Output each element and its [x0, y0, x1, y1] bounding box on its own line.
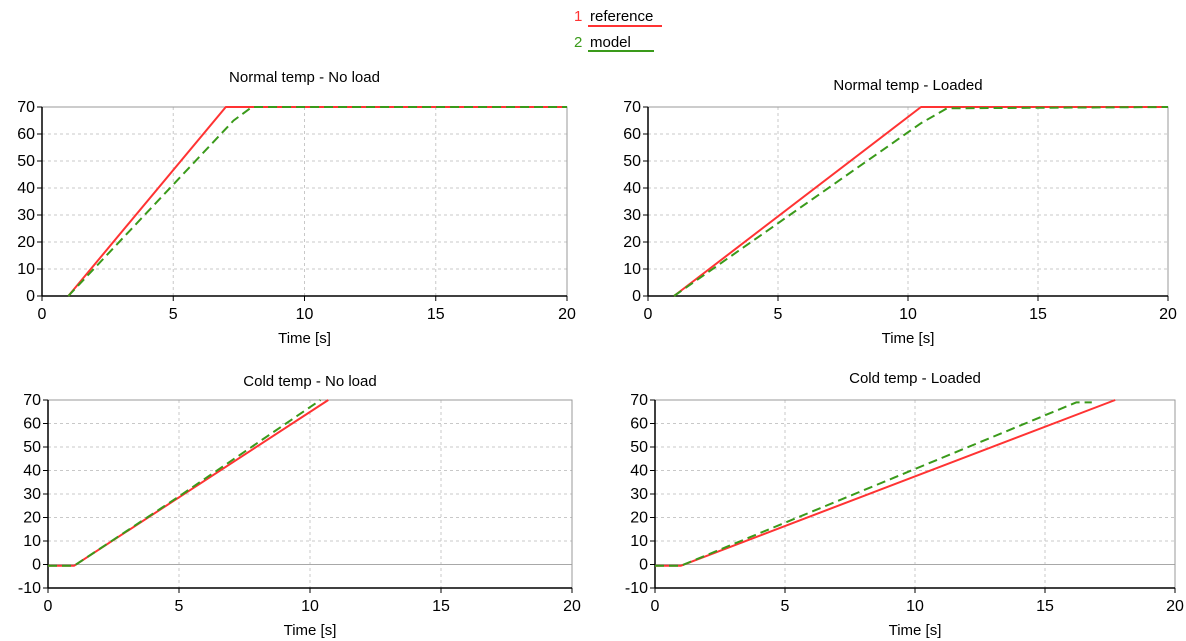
plot-area: [42, 107, 567, 296]
y-tick-label: 30: [623, 207, 641, 224]
x-tick-label: 15: [1029, 306, 1047, 323]
y-tick-label: 50: [623, 153, 641, 170]
y-tick-label: 0: [32, 557, 41, 574]
y-tick-label: 40: [23, 463, 41, 480]
x-tick-label: 5: [175, 598, 184, 615]
y-tick-label: 50: [23, 439, 41, 456]
x-tick-label: 5: [781, 598, 790, 615]
y-tick-label: 10: [23, 533, 41, 550]
y-tick-label: 10: [17, 261, 35, 278]
y-tick-label: 70: [17, 99, 35, 116]
y-tick-label: 10: [630, 533, 648, 550]
x-tick-label: 15: [1036, 598, 1054, 615]
x-tick-label: 10: [301, 598, 319, 615]
x-tick-label: 20: [563, 598, 581, 615]
y-tick-label: 60: [17, 126, 35, 143]
y-tick-label: 0: [632, 288, 641, 305]
legend-index: 1: [574, 8, 582, 25]
x-axis-label: Time [s]: [278, 330, 331, 347]
y-tick-label: -10: [18, 580, 41, 597]
y-tick-label: 30: [630, 486, 648, 503]
legend-item-reference: 1 reference: [574, 8, 662, 27]
y-tick-label: 70: [623, 99, 641, 116]
x-tick-label: 0: [44, 598, 53, 615]
chart-title: Normal temp - No load: [229, 69, 380, 86]
chart-title: Cold temp - Loaded: [849, 370, 981, 387]
x-tick-label: 20: [1159, 306, 1177, 323]
y-tick-label: 70: [23, 392, 41, 409]
x-tick-label: 5: [774, 306, 783, 323]
series-line-model: [673, 106, 1169, 297]
series-line-model: [48, 399, 322, 567]
legend-label: model: [590, 34, 631, 51]
x-axis-label: Time [s]: [882, 330, 935, 347]
x-tick-label: 15: [432, 598, 450, 615]
y-tick-label: 20: [630, 510, 648, 527]
chart-panel-2: 0 10 20 30 40 50 60 70 0 5 10 15 20 Normal temp - Loa…: [623, 77, 1177, 347]
y-tick-label: 40: [630, 463, 648, 480]
x-tick-label: 0: [644, 306, 653, 323]
x-tick-label: 20: [1166, 598, 1184, 615]
x-tick-label: 20: [558, 306, 576, 323]
y-tick-label: 60: [630, 416, 648, 433]
x-tick-label: 10: [906, 598, 924, 615]
y-tick-label: 30: [23, 486, 41, 503]
y-tick-label: -10: [625, 580, 648, 597]
y-tick-label: 50: [630, 439, 648, 456]
chart-title: Normal temp - Loaded: [833, 77, 982, 94]
x-axis-label: Time [s]: [284, 622, 337, 639]
x-tick-label: 15: [427, 306, 445, 323]
legend-index: 2: [574, 34, 582, 51]
y-tick-label: 0: [639, 557, 648, 574]
series-line-model: [67, 106, 567, 297]
x-axis-label: Time [s]: [889, 622, 942, 639]
y-tick-label: 40: [17, 180, 35, 197]
y-tick-label: 20: [23, 510, 41, 527]
x-tick-label: 0: [651, 598, 660, 615]
y-tick-label: 30: [17, 207, 35, 224]
legend-label: reference: [590, 8, 653, 25]
y-tick-label: 70: [630, 392, 648, 409]
chart-panel-1: 0 10 20 30 40 50 60 70 0 5 10 15 20 Normal temp - No …: [17, 69, 576, 347]
x-tick-label: 5: [169, 306, 178, 323]
y-tick-label: 20: [623, 234, 641, 251]
legend: 1 reference 2 model: [574, 8, 662, 52]
plot-area: [648, 107, 1168, 296]
legend-item-model: 2 model: [574, 34, 654, 52]
y-tick-label: 0: [26, 288, 35, 305]
chart-title: Cold temp - No load: [243, 373, 376, 390]
x-tick-label: 0: [38, 306, 47, 323]
y-tick-label: 40: [623, 180, 641, 197]
y-tick-label: 20: [17, 234, 35, 251]
y-tick-label: 10: [623, 261, 641, 278]
y-tick-label: 50: [17, 153, 35, 170]
x-tick-label: 10: [296, 306, 314, 323]
y-tick-label: 60: [623, 126, 641, 143]
series-line-model: [655, 401, 1092, 567]
x-tick-label: 10: [899, 306, 917, 323]
y-tick-label: 60: [23, 416, 41, 433]
